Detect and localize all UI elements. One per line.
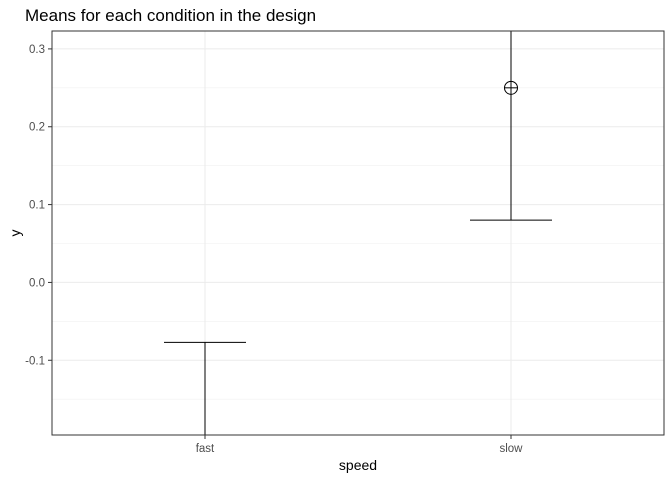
chart-title: Means for each condition in the design [25, 6, 317, 25]
y-tick-label: 0.3 [29, 44, 45, 56]
x-tick-label: slow [499, 443, 523, 455]
y-tick-label: 0.2 [29, 122, 45, 134]
plot-panel [52, 31, 664, 435]
y-tick-label: 0.1 [29, 200, 45, 212]
y-tick-label: -0.1 [25, 355, 45, 367]
data-marks [164, 31, 552, 435]
x-axis-title: speed [339, 457, 377, 473]
y-tick-label: 0.0 [29, 277, 45, 289]
y-axis-title: y [7, 230, 23, 237]
axes: 0.3 0.2 0.1 0.0 -0.1 fast slow [25, 44, 523, 455]
x-tick-label: fast [196, 443, 215, 455]
plot-border [51, 30, 665, 436]
